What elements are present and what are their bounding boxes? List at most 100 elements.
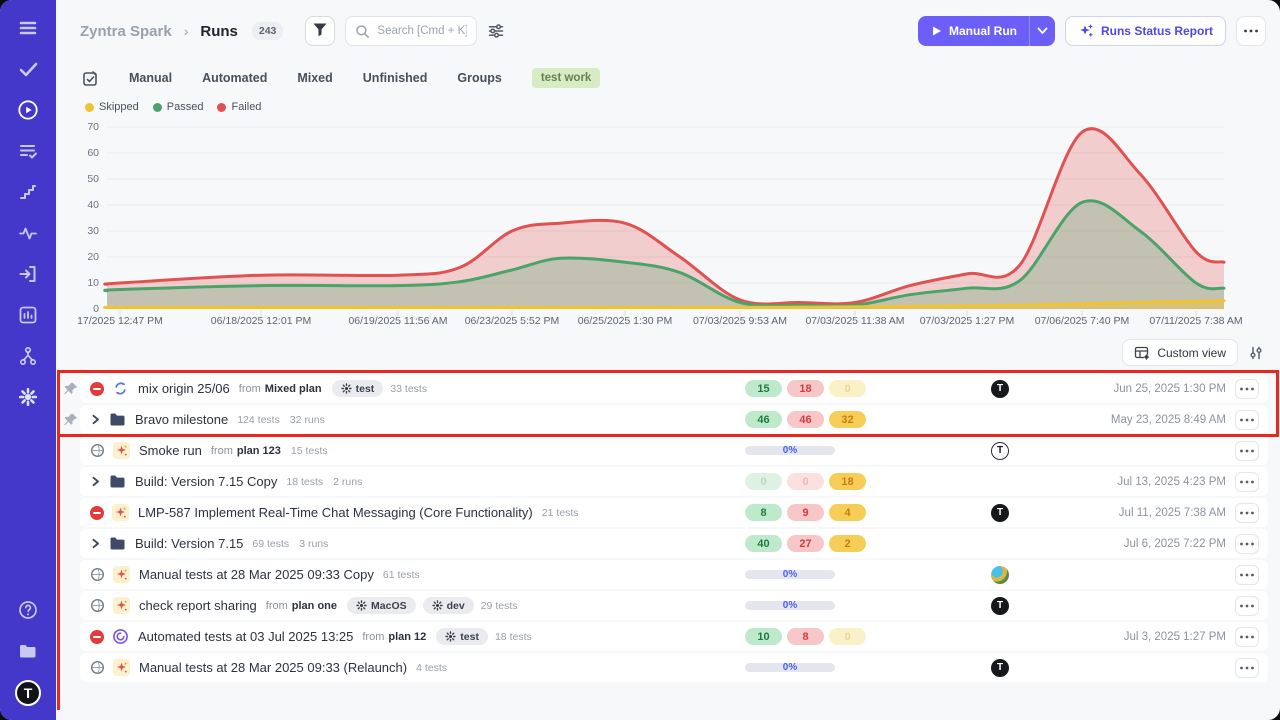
from-plan-link[interactable]: plan 12 — [388, 630, 427, 643]
runs-status-report-button[interactable]: Runs Status Report — [1064, 16, 1226, 46]
folder-icon — [109, 412, 126, 427]
avatar[interactable]: T — [991, 503, 1009, 522]
run-row-3[interactable]: Smoke run from plan 123 15 tests 0% T — [80, 436, 1268, 465]
sidebar-item-play-circle[interactable] — [16, 98, 40, 122]
avatar[interactable]: T — [991, 379, 1009, 398]
import-icon — [17, 263, 39, 285]
from-plan-link[interactable]: plan 123 — [236, 444, 281, 457]
from-label: from — [265, 599, 288, 612]
avatar[interactable]: T — [991, 658, 1009, 677]
pin-icon[interactable] — [63, 412, 79, 428]
adjustments-icon[interactable] — [487, 22, 505, 40]
run-title: Manual tests at 28 Mar 2025 09:33 (Relau… — [139, 660, 408, 675]
from-plan-link[interactable]: Mixed plan — [264, 382, 322, 395]
help-icon — [17, 599, 39, 621]
search-icon — [355, 24, 370, 39]
runs-status-report-label: Runs Status Report — [1100, 24, 1213, 38]
manual-run-split-button: Manual Run — [917, 16, 1055, 46]
globe-icon — [90, 567, 105, 582]
sidebar-item-list-check[interactable] — [16, 139, 40, 163]
run-row-10[interactable]: Manual tests at 28 Mar 2025 09:33 (Relau… — [80, 653, 1268, 682]
run-list-icon[interactable] — [82, 70, 99, 87]
tag-test[interactable]: test — [436, 628, 488, 645]
filter-tag-test-work[interactable]: test work — [531, 68, 601, 88]
sidebar-item-activity[interactable] — [16, 221, 40, 245]
legend-item-passed[interactable]: Passed — [152, 101, 203, 113]
header-more-button[interactable] — [1236, 16, 1266, 46]
row-more-button[interactable] — [1235, 657, 1259, 678]
avatar-cell: T — [988, 658, 1012, 677]
run-row-5[interactable]: LMP-587 Implement Real-Time Chat Messagi… — [80, 498, 1268, 527]
row-more-button[interactable] — [1235, 378, 1259, 399]
sidebar-item-steps[interactable] — [16, 180, 40, 204]
avatar[interactable]: T — [991, 441, 1009, 460]
tab-unfinished[interactable]: Unfinished — [362, 71, 428, 85]
manual-run-button[interactable]: Manual Run — [918, 24, 1029, 38]
run-row-9[interactable]: Automated tests at 03 Jul 2025 13:25 from… — [80, 622, 1268, 651]
custom-view-button[interactable]: Custom view — [1122, 339, 1238, 366]
menu-icon — [17, 17, 39, 39]
pin-icon[interactable] — [63, 381, 79, 397]
tabs-container: Manual Automated Mixed Unfinished Groups — [129, 71, 502, 85]
blocked-status-icon — [90, 505, 104, 520]
progress-track — [745, 446, 835, 455]
sidebar-item-branch[interactable] — [16, 344, 40, 368]
sidebar-item-menu[interactable] — [16, 16, 40, 40]
row-more-button[interactable] — [1235, 409, 1259, 430]
run-row-2[interactable]: Bravo milestone 124 tests 32 runs 46 46 32 May… — [64, 405, 1268, 434]
run-row-7[interactable]: Manual tests at 28 Mar 2025 09:33 Copy 61… — [80, 560, 1268, 589]
row-more-button[interactable] — [1235, 440, 1259, 461]
sidebar-item-gear[interactable] — [16, 385, 40, 409]
sidebar-item-help[interactable] — [16, 598, 40, 622]
run-row-6[interactable]: Build: Version 7.15 69 tests 3 runs 40 27 2 Ju… — [80, 529, 1268, 558]
tab-automated[interactable]: Automated — [202, 71, 268, 85]
tag-test[interactable]: test — [331, 380, 384, 397]
row-more-button[interactable] — [1235, 502, 1259, 523]
row-more-button[interactable] — [1235, 626, 1259, 647]
y-axis-label: 60 — [87, 147, 99, 159]
sidebar-item-import[interactable] — [16, 262, 40, 286]
tab-groups[interactable]: Groups — [457, 71, 502, 85]
filter-button[interactable] — [305, 16, 336, 46]
run-meta: 69 tests — [252, 537, 290, 550]
tag-label: MacOS — [371, 599, 407, 612]
progress-track — [745, 570, 835, 579]
sidebar-top-icons — [16, 16, 40, 409]
tab-manual[interactable]: Manual — [129, 71, 173, 85]
sidebar-item-chart-box[interactable] — [16, 303, 40, 327]
sidebar-item-check[interactable] — [16, 57, 40, 81]
topbar: Zyntra Spark › Runs 243 Manual Run — [56, 0, 1280, 46]
tab-mixed[interactable]: Mixed — [297, 71, 333, 85]
expand-chevron-icon[interactable] — [90, 538, 101, 549]
sidebar-item-folder-open[interactable] — [16, 639, 40, 663]
row-more-button[interactable] — [1235, 533, 1259, 554]
legend-label: Skipped — [99, 101, 139, 113]
avatar-cell: T — [988, 441, 1012, 460]
run-meta: 61 tests — [382, 568, 420, 581]
run-results: 0% — [745, 599, 835, 613]
row-more-button[interactable] — [1235, 471, 1259, 492]
tag-dev[interactable]: dev — [422, 597, 474, 614]
breadcrumb-project[interactable]: Zyntra Spark — [80, 22, 172, 40]
manual-run-dropdown-button[interactable] — [1028, 16, 1055, 46]
run-row-8[interactable]: check report sharing from plan one MacOS dev… — [80, 591, 1268, 620]
from-plan-link[interactable]: plan one — [291, 599, 338, 612]
expand-chevron-icon[interactable] — [90, 476, 101, 487]
legend-item-failed[interactable]: Failed — [217, 101, 261, 113]
row-more-button[interactable] — [1235, 564, 1259, 585]
app-logo[interactable]: T — [15, 680, 41, 706]
list-settings-icon[interactable] — [1248, 345, 1264, 361]
run-row-1[interactable]: mix origin 25/06 from Mixed plan test 33 tes… — [64, 374, 1268, 403]
avatar[interactable] — [991, 565, 1009, 584]
row-more-button[interactable] — [1235, 595, 1259, 616]
run-meta: 15 tests — [290, 444, 328, 457]
tag-macos[interactable]: MacOS — [347, 597, 416, 614]
run-meta: 18 tests — [494, 630, 532, 643]
custom-view-label: Custom view — [1157, 345, 1226, 360]
expand-chevron-icon[interactable] — [90, 414, 101, 425]
search-input[interactable] — [377, 25, 468, 37]
run-row-4[interactable]: Build: Version 7.15 Copy 18 tests 2 runs 0 0… — [80, 467, 1268, 496]
legend-item-skipped[interactable]: Skipped — [85, 101, 139, 113]
y-axis-label: 70 — [87, 121, 99, 133]
avatar[interactable]: T — [991, 596, 1009, 615]
